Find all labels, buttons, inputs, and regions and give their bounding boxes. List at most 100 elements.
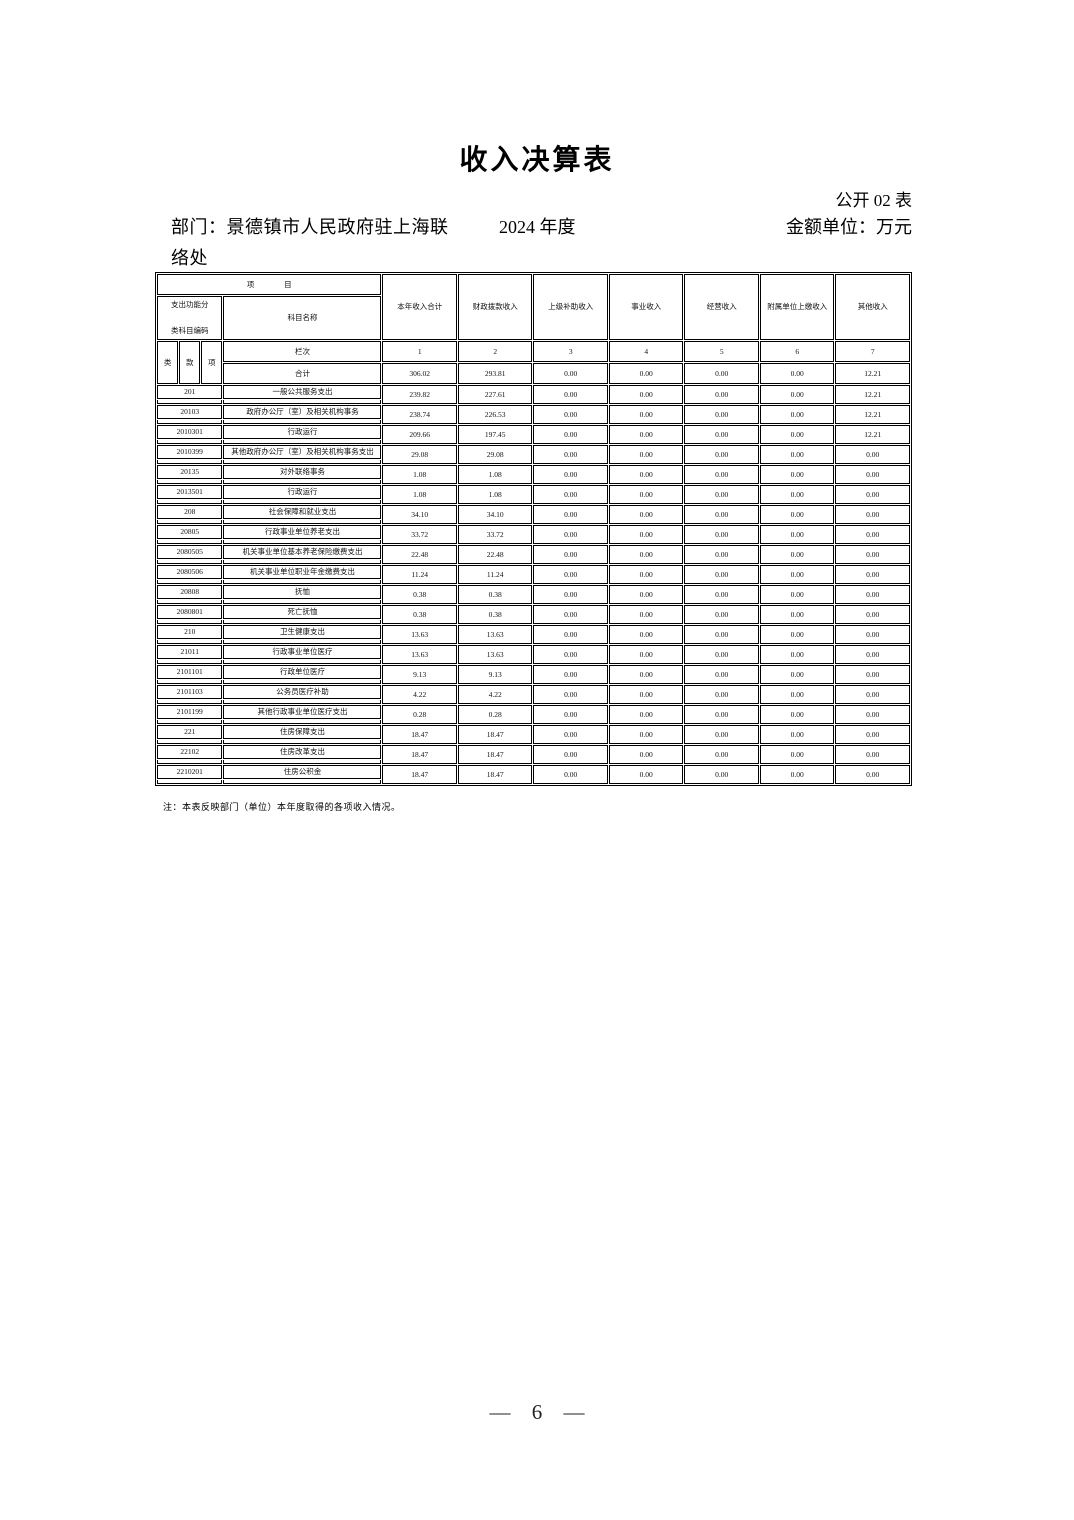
row-code-spacer: [157, 740, 223, 744]
row-value: 0.00: [684, 425, 759, 444]
row-value: 0.00: [684, 465, 759, 484]
row-value: 226.53: [457, 405, 533, 424]
row-code: 2080506: [157, 565, 223, 579]
total-value: 306.02: [382, 363, 457, 384]
row-name-spacer: [223, 760, 382, 764]
row-value: 0.00: [608, 445, 684, 464]
row-code-spacer: [157, 720, 223, 724]
column-header-fiscal-grant: 财政拨款收入: [457, 274, 533, 340]
row-code: 2101101: [157, 665, 223, 679]
column-header-superior-subsidy: 上级补助收入: [533, 274, 608, 340]
row-subject-name: 住房改革支出: [223, 745, 382, 759]
table-row: 20805 行政事业单位养老支出 33.72 33.72 0.00 0.00 0.00 0.0…: [157, 525, 910, 544]
row-subject-name: 行政运行: [223, 485, 382, 499]
row-code: 210: [157, 625, 223, 639]
row-value: 18.47: [457, 725, 533, 744]
row-subject-name: 死亡抚恤: [223, 605, 382, 619]
row-code-spacer: [157, 600, 223, 604]
function-code-header: 支出功能分 类科目编码: [157, 296, 223, 340]
row-value: 0.00: [533, 685, 608, 704]
table-row-spacer: [157, 780, 910, 784]
row-value: 0.00: [759, 745, 835, 764]
row-code: 2010399: [157, 445, 223, 459]
row-name-spacer: [223, 480, 382, 484]
income-table: 项 目 本年收入合计 财政拨款收入 上级补助收入 事业收入 经营收入 附属单位上…: [155, 272, 912, 786]
row-value: 18.47: [382, 745, 457, 764]
row-value: 0.00: [608, 725, 684, 744]
row-value: 197.45: [457, 425, 533, 444]
row-value: 0.00: [684, 525, 759, 544]
row-value: 0.00: [759, 465, 835, 484]
table-row: 208 社会保障和就业支出 34.10 34.10 0.00 0.00 0.00 0.00 0.…: [157, 505, 910, 524]
xiang-header: 项: [201, 341, 223, 384]
row-value: 0.00: [759, 585, 835, 604]
row-value: 0.00: [759, 445, 835, 464]
row-name-spacer: [223, 420, 382, 424]
row-value: 0.00: [533, 705, 608, 724]
column-header-business-income: 事业收入: [608, 274, 684, 340]
row-value: 0.00: [759, 545, 835, 564]
row-code: 2080801: [157, 605, 223, 619]
row-value: 0.00: [759, 705, 835, 724]
header-row-total: 合计 306.02 293.81 0.00 0.00 0.00 0.00 12.…: [157, 363, 910, 384]
row-value: 0.00: [533, 605, 608, 624]
row-value: 0.00: [835, 545, 910, 564]
table-row: 20135 对外联络事务 1.08 1.08 0.00 0.00 0.00 0.00 0.00: [157, 465, 910, 484]
table-row: 22102 住房改革支出 18.47 18.47 0.00 0.00 0.00 0.00 0.0…: [157, 745, 910, 764]
table-body: 201 一般公共服务支出 239.82 227.61 0.00 0.00 0.00 0.00 1…: [157, 385, 910, 784]
column-header-other-income: 其他收入: [835, 274, 910, 340]
row-value: 4.22: [457, 685, 533, 704]
class-header: 类: [157, 341, 179, 384]
table-note: 注：本表反映部门（单位）本年度取得的各项收入情况。: [163, 802, 401, 812]
total-label: 合计: [223, 363, 382, 384]
table-row: 210 卫生健康支出 13.63 13.63 0.00 0.00 0.00 0.00 0.00: [157, 625, 910, 644]
header-row-project: 项 目 本年收入合计 财政拨款收入 上级补助收入 事业收入 经营收入 附属单位上…: [157, 274, 910, 340]
row-subject-name: 住房公积金: [223, 765, 382, 779]
function-code-line1: 支出功能分: [170, 300, 209, 309]
row-name-spacer: [223, 640, 382, 644]
row-code-spacer: [157, 480, 223, 484]
row-code-spacer: [157, 400, 223, 404]
row-name-spacer: [223, 400, 382, 404]
row-code: 2080505: [157, 545, 223, 559]
table-row: 2080801 死亡抚恤 0.38 0.38 0.00 0.00 0.00 0.00 0.00: [157, 605, 910, 624]
row-value: 0.00: [608, 605, 684, 624]
row-value: 0.00: [533, 425, 608, 444]
column-number: 5: [684, 341, 759, 362]
row-value: 0.00: [684, 745, 759, 764]
table-row: 2010301 行政运行 209.66 197.45 0.00 0.00 0.00 0.00 1…: [157, 425, 910, 444]
row-name-spacer: [223, 780, 382, 784]
row-value: 34.10: [382, 505, 457, 524]
row-value: 18.47: [382, 725, 457, 744]
row-code-spacer: [157, 440, 223, 444]
row-value: 0.00: [759, 485, 835, 504]
table-row-spacer: [157, 620, 910, 624]
page-number: — 6 —: [489, 1400, 585, 1424]
row-code-spacer: [157, 760, 223, 764]
row-value: 0.00: [684, 765, 759, 784]
row-value: 0.00: [608, 705, 684, 724]
row-subject-name: 行政事业单位养老支出: [223, 525, 382, 539]
table-row-spacer: [157, 500, 910, 504]
table-row-spacer: [157, 640, 910, 644]
row-value: 0.00: [533, 645, 608, 664]
table-row-spacer: [157, 760, 910, 764]
row-code-spacer: [157, 580, 223, 584]
row-value: 0.00: [759, 565, 835, 584]
row-code-spacer: [157, 420, 223, 424]
row-value: 0.00: [533, 585, 608, 604]
row-value: 0.00: [759, 725, 835, 744]
row-value: 9.13: [382, 665, 457, 684]
row-name-spacer: [223, 680, 382, 684]
row-subject-name: 行政事业单位医疗: [223, 645, 382, 659]
row-code-spacer: [157, 780, 223, 784]
row-value: 0.00: [759, 665, 835, 684]
row-code: 20135: [157, 465, 223, 479]
row-value: 0.00: [684, 505, 759, 524]
row-value: 0.00: [533, 525, 608, 544]
row-value: 1.08: [457, 485, 533, 504]
row-value: 11.24: [457, 565, 533, 584]
row-value: 209.66: [382, 425, 457, 444]
row-value: 0.00: [835, 765, 910, 784]
row-value: 0.00: [533, 505, 608, 524]
